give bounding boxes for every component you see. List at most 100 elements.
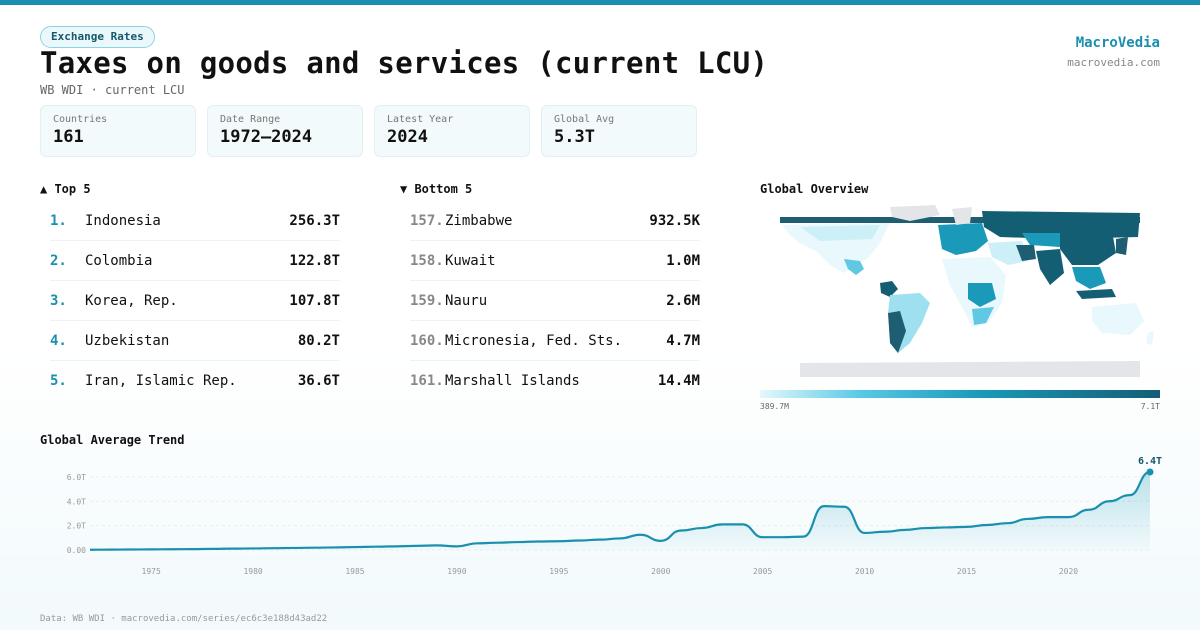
page-subtitle: WB WDI · current LCU xyxy=(40,83,185,97)
map-heading: Global Overview xyxy=(760,182,869,196)
brand-name[interactable]: MacroVedia xyxy=(1075,35,1160,51)
map-region-antarctica[interactable] xyxy=(800,361,1140,377)
map-region-indonesia[interactable] xyxy=(1076,289,1116,299)
country-value: 256.3T xyxy=(289,212,340,229)
rank-number: 1. xyxy=(50,212,67,229)
brand-url[interactable]: macrovedia.com xyxy=(1067,56,1160,69)
trend-end-label: 6.4T xyxy=(1138,456,1162,467)
stat-card-global-avg: Global Avg 5.3T xyxy=(541,105,697,157)
x-tick-label: 1995 xyxy=(549,567,568,576)
country-value: 36.6T xyxy=(297,373,340,389)
country-value: 122.8T xyxy=(289,252,340,269)
map-region-mexico[interactable] xyxy=(844,259,864,275)
country-name: Micronesia, Fed. Sts. xyxy=(445,332,623,349)
map-region-australia[interactable] xyxy=(1092,303,1144,335)
stat-value: 161 xyxy=(53,127,84,147)
stat-label: Date Range xyxy=(220,114,281,125)
map-region-new-zealand[interactable] xyxy=(1146,331,1154,345)
bottom5-list: 157. Zimbabwe 932.5K 158. Kuwait 1.0M 15… xyxy=(410,201,700,401)
category-tag[interactable]: Exchange Rates xyxy=(40,26,155,48)
bottom5-heading: ▼ Bottom 5 xyxy=(400,182,473,196)
map-region-iran[interactable] xyxy=(1016,245,1036,261)
trend-area xyxy=(90,472,1150,550)
stat-value: 1972–2024 xyxy=(220,127,313,147)
map-region-southeast-asia[interactable] xyxy=(1072,267,1106,289)
country-name: Korea, Rep. xyxy=(85,292,178,309)
y-tick-label: 6.0T xyxy=(67,473,86,482)
x-tick-label: 2010 xyxy=(855,567,874,576)
trend-end-point[interactable] xyxy=(1146,468,1154,476)
stat-label: Global Avg xyxy=(554,114,615,125)
x-tick-label: 1975 xyxy=(142,567,161,576)
list-item[interactable]: 160. Micronesia, Fed. Sts. 4.7M xyxy=(410,321,700,361)
global-average-trend-chart[interactable]: 0.00 2.0T 4.0T 6.0T 1975 1980 1985 1990 1995 200… xyxy=(40,450,1170,580)
list-item[interactable]: 161. Marshall Islands 14.4M xyxy=(410,361,700,401)
x-tick-label: 1990 xyxy=(447,567,466,576)
y-tick-labels: 0.00 2.0T 4.0T 6.0T xyxy=(67,473,86,555)
stat-card-countries: Countries 161 xyxy=(40,105,196,157)
country-value: 932.5K xyxy=(649,212,700,229)
country-value: 4.7M xyxy=(666,332,700,349)
rank-number: 157. xyxy=(410,212,444,229)
country-name: Iran, Islamic Rep. xyxy=(85,373,237,389)
y-tick-label: 2.0T xyxy=(67,522,86,531)
map-region-scandinavia[interactable] xyxy=(952,207,972,225)
rank-number: 160. xyxy=(410,332,444,349)
world-choropleth-map[interactable] xyxy=(760,203,1160,383)
country-value: 107.8T xyxy=(289,292,340,309)
top-accent-bar xyxy=(0,0,1200,5)
rank-number: 4. xyxy=(50,332,67,349)
top5-list: 1. Indonesia 256.3T 2. Colombia 122.8T 3… xyxy=(50,201,340,401)
x-tick-label: 1985 xyxy=(345,567,364,576)
list-item[interactable]: 4. Uzbekistan 80.2T xyxy=(50,321,340,361)
stat-label: Countries xyxy=(53,114,108,125)
country-name: Uzbekistan xyxy=(85,332,170,349)
map-legend-min: 389.7M xyxy=(760,402,789,411)
y-tick-label: 4.0T xyxy=(67,497,86,506)
map-region-colombia[interactable] xyxy=(880,281,898,297)
top5-heading: ▲ Top 5 xyxy=(40,182,91,196)
map-region-canada[interactable] xyxy=(800,225,880,241)
rank-number: 161. xyxy=(410,373,444,389)
x-tick-label: 2015 xyxy=(957,567,976,576)
map-legend-gradient xyxy=(760,390,1160,398)
brand: MacroVedia macrovedia.com xyxy=(1067,35,1160,69)
map-region-east-asia[interactable] xyxy=(1060,231,1116,265)
list-item[interactable]: 3. Korea, Rep. 107.8T xyxy=(50,281,340,321)
country-value: 80.2T xyxy=(297,332,340,349)
stat-card-date-range: Date Range 1972–2024 xyxy=(207,105,363,157)
map-region-central-asia[interactable] xyxy=(1022,233,1060,247)
map-legend-max: 7.1T xyxy=(1140,402,1160,411)
x-tick-label: 2020 xyxy=(1059,567,1078,576)
rank-number: 2. xyxy=(50,252,67,269)
trend-heading: Global Average Trend xyxy=(40,433,185,447)
list-item[interactable]: 1. Indonesia 256.3T xyxy=(50,201,340,241)
rank-number: 159. xyxy=(410,292,444,309)
map-region-south-asia[interactable] xyxy=(1036,249,1064,285)
stat-value: 5.3T xyxy=(554,127,595,147)
rank-number: 158. xyxy=(410,252,444,269)
map-region-korea-japan[interactable] xyxy=(1116,237,1128,255)
rank-number: 3. xyxy=(50,292,67,309)
x-tick-label: 1980 xyxy=(243,567,262,576)
country-name: Zimbabwe xyxy=(445,212,513,229)
list-item[interactable]: 5. Iran, Islamic Rep. 36.6T xyxy=(50,361,340,401)
country-name: Marshall Islands xyxy=(445,373,580,389)
map-region-greenland[interactable] xyxy=(890,205,940,221)
map-region-europe[interactable] xyxy=(938,223,988,255)
stat-card-latest-year: Latest Year 2024 xyxy=(374,105,530,157)
country-name: Kuwait xyxy=(445,252,496,269)
list-item[interactable]: 157. Zimbabwe 932.5K xyxy=(410,201,700,241)
list-item[interactable]: 158. Kuwait 1.0M xyxy=(410,241,700,281)
stat-value: 2024 xyxy=(387,127,428,147)
x-tick-labels: 1975 1980 1985 1990 1995 2000 2005 2010 2015 2020 xyxy=(142,567,1079,576)
x-tick-label: 2005 xyxy=(753,567,772,576)
country-value: 2.6M xyxy=(666,292,700,309)
map-region-southern-africa[interactable] xyxy=(972,307,994,325)
country-value: 14.4M xyxy=(657,373,700,389)
map-region-argentina[interactable] xyxy=(888,311,906,353)
list-item[interactable]: 2. Colombia 122.8T xyxy=(50,241,340,281)
trend-line xyxy=(89,470,1151,551)
list-item[interactable]: 159. Nauru 2.6M xyxy=(410,281,700,321)
map-region-central-africa[interactable] xyxy=(968,283,996,307)
